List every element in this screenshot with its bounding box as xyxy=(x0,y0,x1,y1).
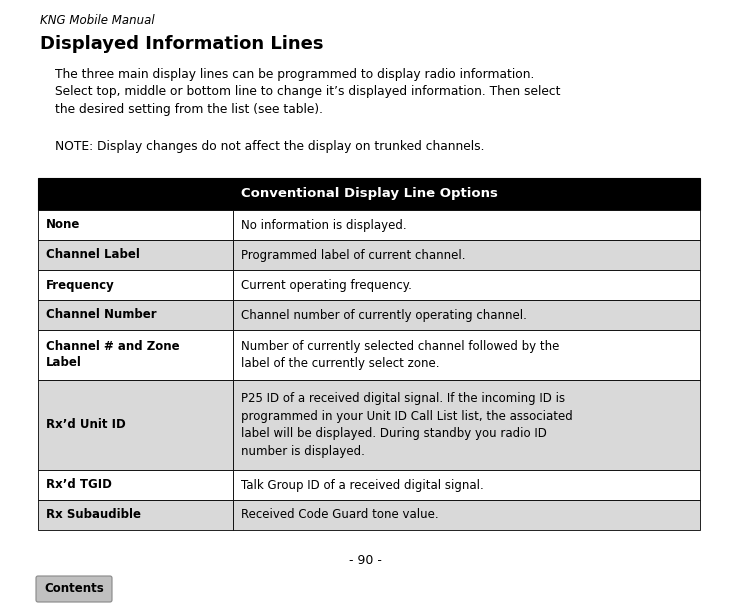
Text: Number of currently selected channel followed by the
label of the currently sele: Number of currently selected channel fol… xyxy=(241,340,560,370)
Bar xyxy=(38,270,233,300)
Text: Programmed label of current channel.: Programmed label of current channel. xyxy=(241,249,466,261)
Text: Channel Number: Channel Number xyxy=(46,308,156,322)
Bar xyxy=(38,330,233,380)
Text: Displayed Information Lines: Displayed Information Lines xyxy=(40,35,324,53)
Text: Frequency: Frequency xyxy=(46,278,115,291)
Text: No information is displayed.: No information is displayed. xyxy=(241,218,407,232)
Text: Channel number of currently operating channel.: Channel number of currently operating ch… xyxy=(241,308,527,322)
Bar xyxy=(233,240,700,270)
Text: Current operating frequency.: Current operating frequency. xyxy=(241,278,412,291)
Bar xyxy=(233,210,700,240)
Text: KNG Mobile Manual: KNG Mobile Manual xyxy=(40,14,155,27)
Text: - 90 -: - 90 - xyxy=(349,553,382,567)
Text: Rx’d TGID: Rx’d TGID xyxy=(46,478,112,491)
Text: P25 ID of a received digital signal. If the incoming ID is
programmed in your Un: P25 ID of a received digital signal. If … xyxy=(241,392,573,458)
Bar xyxy=(233,300,700,330)
Bar xyxy=(233,470,700,500)
Bar xyxy=(233,330,700,380)
FancyBboxPatch shape xyxy=(36,576,112,602)
Text: Rx’d Unit ID: Rx’d Unit ID xyxy=(46,418,126,432)
Bar xyxy=(38,240,233,270)
Text: The three main display lines can be programmed to display radio information.
Sel: The three main display lines can be prog… xyxy=(55,68,561,116)
Text: None: None xyxy=(46,218,80,232)
Bar xyxy=(38,380,233,470)
Text: Channel # and Zone
Label: Channel # and Zone Label xyxy=(46,340,180,370)
Bar xyxy=(38,178,700,210)
Text: Talk Group ID of a received digital signal.: Talk Group ID of a received digital sign… xyxy=(241,478,484,491)
Bar xyxy=(38,300,233,330)
Text: Channel Label: Channel Label xyxy=(46,249,140,261)
Bar xyxy=(38,500,233,530)
Text: NOTE: Display changes do not affect the display on trunked channels.: NOTE: Display changes do not affect the … xyxy=(55,140,485,153)
Bar xyxy=(38,470,233,500)
Bar xyxy=(38,210,233,240)
Bar xyxy=(233,500,700,530)
Bar xyxy=(233,380,700,470)
Bar xyxy=(233,270,700,300)
Text: Conventional Display Line Options: Conventional Display Line Options xyxy=(240,187,497,201)
Text: Received Code Guard tone value.: Received Code Guard tone value. xyxy=(241,508,439,522)
Text: Rx Subaudible: Rx Subaudible xyxy=(46,508,141,522)
Text: Contents: Contents xyxy=(44,582,104,595)
